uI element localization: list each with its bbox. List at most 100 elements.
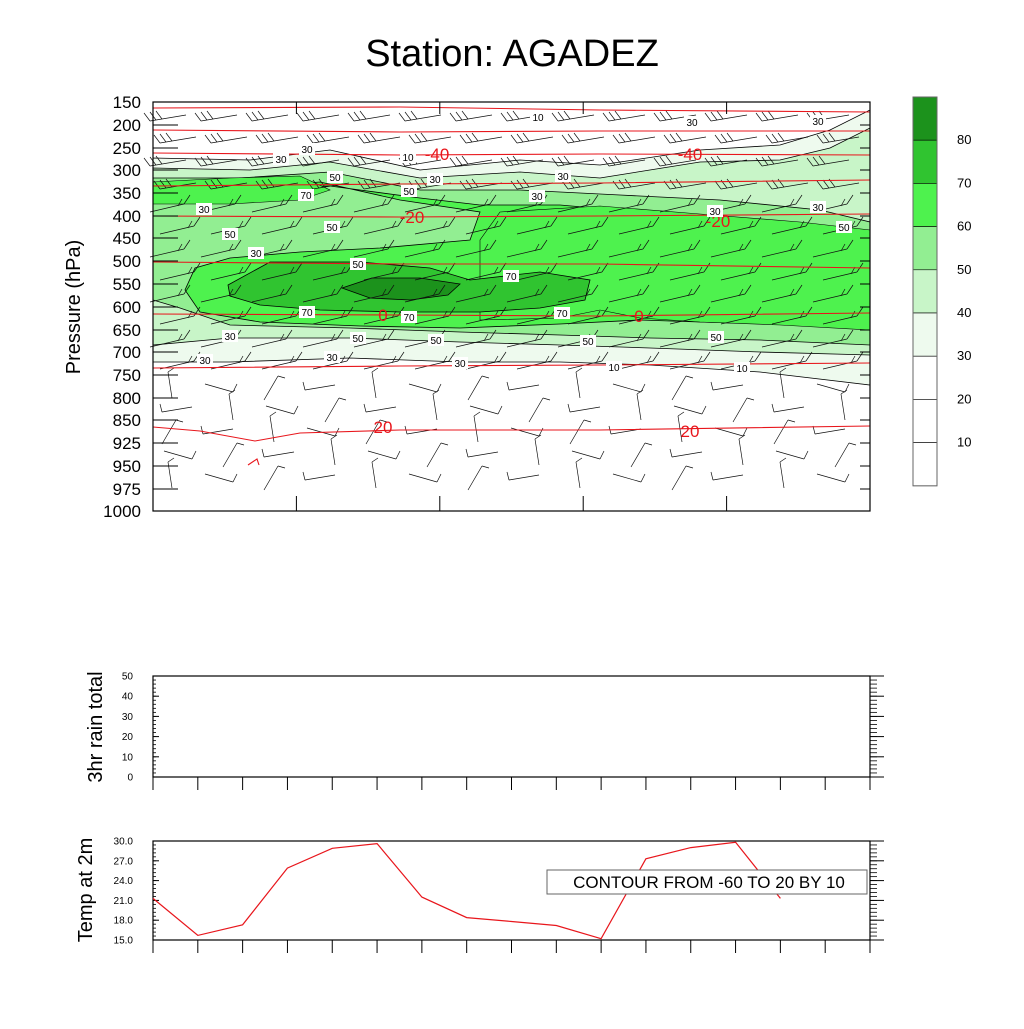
label-backdrop: [707, 205, 723, 217]
wind-barb: [567, 216, 609, 235]
wind-barb: [771, 351, 813, 370]
wind-barb: [704, 110, 748, 122]
wind-barb: [659, 329, 701, 348]
humidity-contour-label-text: 10: [402, 153, 414, 164]
wind-barb: [704, 155, 748, 167]
wind-barb: [557, 194, 599, 213]
isotherm: [152, 312, 871, 317]
wind-barb: [465, 351, 507, 370]
label-backdrop: [606, 361, 622, 373]
y-tick-label: 18.0: [114, 916, 134, 927]
wind-barb: [612, 132, 656, 144]
wind-barb: [245, 110, 289, 122]
wind-barb: [608, 284, 650, 303]
wind-barb: [302, 329, 344, 348]
wind-barb: [261, 351, 303, 370]
label-backdrop: [273, 153, 289, 165]
label-backdrop: [196, 203, 212, 215]
wind-barb: [720, 262, 762, 281]
humidity-contour-label: 10: [606, 361, 622, 374]
wind-barb: [324, 397, 347, 423]
wind-barb: [608, 239, 650, 258]
pressure-tick-label: 850: [113, 411, 141, 430]
label-backdrop: [836, 221, 852, 233]
temp2m-line: [152, 841, 781, 940]
humidity-contour-label: 30: [452, 357, 468, 370]
colorbar-frame: [912, 96, 938, 487]
wind-barb: [663, 132, 707, 144]
wind-barb: [653, 155, 697, 167]
wind-barb: [449, 110, 493, 122]
wind-barb: [663, 178, 707, 190]
wind-barb: [149, 284, 191, 303]
wind-barb: [200, 425, 234, 435]
humidity-contour-label-text: 70: [301, 308, 313, 319]
temp2m-series: [152, 841, 781, 940]
wind-barb: [714, 178, 758, 190]
temperature-contour-label: 0: [634, 307, 643, 326]
wind-barb: [200, 239, 242, 258]
colorbar-swatch: [912, 269, 938, 314]
humidity-contour-label-text: 10: [532, 113, 544, 124]
humidity-contour-label-text: 70: [505, 272, 517, 283]
wind-barb: [302, 284, 344, 303]
wind-barb: [194, 110, 238, 122]
wind-barb: [659, 194, 701, 213]
temp2m-panel: 15.0 18.0 21.0 24.0 27.0 30.0 CONTOUR FROM -6…: [75, 837, 884, 953]
pressure-axis-label: Pressure (hPa): [63, 240, 85, 375]
wind-barb: [551, 155, 595, 167]
wind-barb: [404, 194, 446, 213]
wind-barb: [367, 450, 401, 460]
colorbar-label: 70: [957, 175, 971, 190]
label-backdrop: [299, 143, 315, 155]
temp2m-axis-label: Temp at 2m: [75, 838, 97, 942]
wind-barb: [506, 381, 540, 391]
humidity-contour-label-text: 30: [812, 203, 824, 214]
humidity-contour-label-text: 30: [429, 175, 441, 186]
humidity-contour-label: 50: [428, 334, 444, 347]
pressure-tick-label: 800: [113, 389, 141, 408]
wind-barb: [761, 239, 803, 258]
label-backdrop: [324, 221, 340, 233]
label-backdrop: [327, 171, 343, 183]
wind-barb: [659, 284, 701, 303]
humidity-contour-label: 30: [248, 247, 264, 260]
wind-barb: [153, 132, 197, 144]
wind-barb: [608, 194, 650, 213]
humidity-contour-label: 50: [327, 171, 343, 184]
wind-barb: [557, 284, 599, 303]
colorbar-swatch: [912, 139, 938, 184]
rain-axis-label: 3hr rain total: [85, 671, 107, 782]
wind-barb: [261, 448, 295, 458]
wind-barb: [822, 306, 864, 325]
wind-barb: [761, 194, 803, 213]
wind-barb: [636, 389, 644, 421]
wind-barb: [459, 178, 503, 190]
wind-barb: [710, 381, 744, 391]
wind-barb: [608, 329, 650, 348]
humidity-contour-label-text: 10: [608, 363, 620, 374]
wind-barb: [255, 132, 299, 144]
humidity-contour-label-text: 70: [300, 191, 312, 202]
wind-barb: [618, 216, 660, 235]
wind-barb: [159, 262, 201, 281]
humidity-band-core: [340, 277, 461, 301]
colorbar-swatch: [912, 96, 938, 141]
wind-barb: [710, 471, 744, 481]
wind-barb: [371, 367, 379, 399]
wind-barb: [816, 473, 850, 483]
colorbar-label: 10: [957, 435, 971, 450]
humidity-contour-label: 50: [350, 258, 366, 271]
y-tick-label: 40: [122, 692, 134, 703]
temperature-contour-label: -40: [425, 145, 450, 164]
temperature-contours: [152, 106, 871, 466]
wind-barb: [347, 155, 391, 167]
chart-title: Station: AGADEZ: [365, 33, 659, 75]
pressure-tick-label: 450: [113, 229, 141, 248]
humidity-contour-label-text: 50: [352, 334, 364, 345]
wind-barb: [263, 465, 286, 491]
wind-barb: [673, 405, 707, 415]
label-backdrop: [428, 334, 444, 346]
label-backdrop: [810, 201, 826, 213]
humidity-contour-label: 50: [836, 221, 852, 234]
